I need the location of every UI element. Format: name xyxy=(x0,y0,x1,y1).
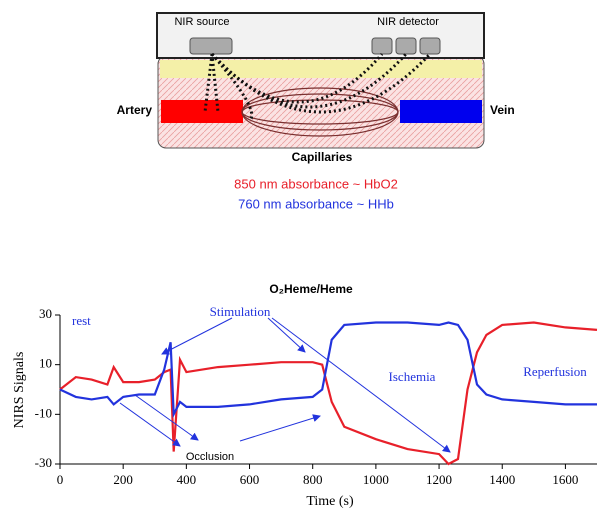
x-tick-label: 1600 xyxy=(552,472,578,487)
capillaries xyxy=(241,87,399,137)
absorbance-760: 760 nm absorbance ~ HHb xyxy=(238,196,394,211)
detector-box xyxy=(395,37,417,55)
x-tick-label: 400 xyxy=(177,472,197,487)
y-tick-label: 30 xyxy=(39,306,52,321)
skin-layer xyxy=(160,60,482,78)
annotation: rest xyxy=(72,313,91,328)
annotation: Reperfusion xyxy=(523,364,587,379)
x-tick-label: 200 xyxy=(113,472,133,487)
detector-box xyxy=(371,37,393,55)
data-line xyxy=(59,321,598,466)
artery-label: Artery xyxy=(117,103,153,117)
x-tick-label: 600 xyxy=(240,472,260,487)
detector-box xyxy=(419,37,441,55)
y-tick-label: -10 xyxy=(35,405,52,420)
annotation: Stimulation xyxy=(210,304,271,319)
x-tick-label: 1000 xyxy=(363,472,389,487)
x-tick-label: 1200 xyxy=(426,472,452,487)
annotation: Ischemia xyxy=(389,369,436,384)
light-paths xyxy=(203,52,432,122)
vein xyxy=(400,100,482,123)
x-tick-label: 0 xyxy=(57,472,64,487)
annotation: Occlusion xyxy=(186,451,234,463)
y-tick-label: 10 xyxy=(39,356,52,371)
capillaries-label: Capillaries xyxy=(292,150,353,164)
vein-label: Vein xyxy=(490,103,515,117)
y-tick-label: -30 xyxy=(35,455,52,470)
chart-title: O₂Heme/Heme xyxy=(269,282,353,296)
detector-label: NIR detector xyxy=(377,16,439,28)
plot: -30 -10 10 30 0 200 400 600 800 1000 1200 1400 1600 r… xyxy=(35,304,598,487)
source-label: NIR source xyxy=(174,16,229,28)
y-axis-label: NIRS Signals xyxy=(12,352,27,429)
x-axis-label: Time (s) xyxy=(306,494,354,509)
source-box xyxy=(189,37,233,55)
tissue-diagram: NIR source NIR detector Artery Vein Capi… xyxy=(117,12,515,211)
absorbance-850: 850 nm absorbance ~ HbO2 xyxy=(234,176,398,191)
annotation-arrows xyxy=(119,317,451,453)
x-tick-label: 800 xyxy=(303,472,323,487)
x-tick-label: 1400 xyxy=(489,472,515,487)
artery xyxy=(161,100,243,123)
data-line xyxy=(59,321,597,419)
